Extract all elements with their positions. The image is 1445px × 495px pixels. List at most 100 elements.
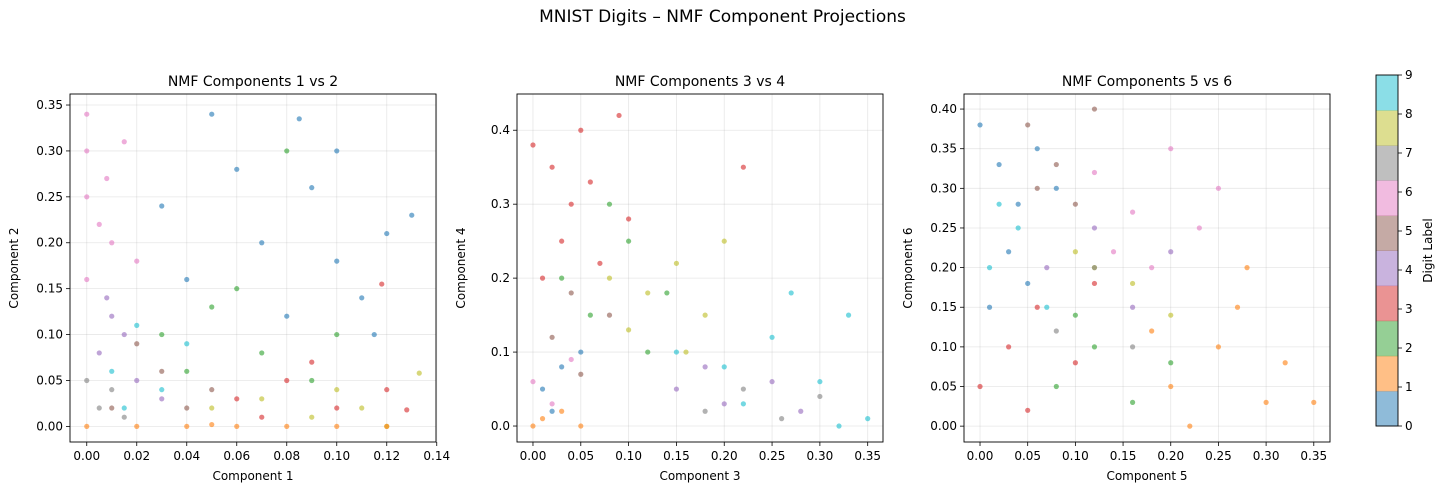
point-digit-9 <box>134 322 140 328</box>
colorbar-tick-label: 4 <box>1405 263 1413 277</box>
y-tick-label: 0.15 <box>930 300 957 314</box>
point-digit-7 <box>84 377 90 384</box>
point-digit-3 <box>1072 360 1078 366</box>
point-digit-1 <box>234 423 240 429</box>
point-digit-6 <box>84 276 90 283</box>
subplot-1: 0.00 0.02 0.04 0.06 0.08 0.10 0.12 0.14 0.00 0.05… <box>7 74 450 483</box>
x-tick-label: 0.20 <box>1157 449 1184 463</box>
colorbar-tick-label: 1 <box>1405 380 1413 394</box>
x-tick-label: 0.30 <box>1253 449 1280 463</box>
point-digit-1 <box>1168 383 1174 390</box>
x-tick-label: 0.35 <box>1300 449 1327 463</box>
y-tick-label: 0.2 <box>491 271 510 285</box>
colorbar-tick-label: 2 <box>1405 341 1413 355</box>
point-digit-2 <box>645 349 651 355</box>
subplot-3: 0.00 0.05 0.10 0.15 0.20 0.25 0.30 0.35 0.00 0.05… <box>901 74 1331 483</box>
point-digit-9 <box>740 401 746 407</box>
point-digit-6 <box>84 111 90 117</box>
point-digit-8 <box>259 396 265 402</box>
point-digit-9 <box>184 341 190 347</box>
point-digit-0 <box>1053 185 1059 191</box>
point-digit-9 <box>1044 304 1050 310</box>
point-digit-4 <box>1130 304 1136 310</box>
point-digit-7 <box>96 405 102 411</box>
point-digit-6 <box>1091 169 1098 176</box>
point-digit-6 <box>84 148 90 154</box>
x-tick-label: 0.25 <box>1205 449 1232 463</box>
y-tick-label: 0.30 <box>930 181 957 195</box>
point-digit-5 <box>568 290 574 296</box>
point-digit-2 <box>309 377 315 384</box>
point-digit-0 <box>409 212 415 218</box>
point-digit-8 <box>1072 249 1078 255</box>
y-tick-label: 0.35 <box>930 142 957 156</box>
y-tick-label: 0.00 <box>36 419 63 433</box>
point-digit-4 <box>702 364 708 370</box>
x-tick-label: 0.15 <box>1110 449 1137 463</box>
point-digit-8 <box>721 238 727 244</box>
point-digit-3 <box>626 216 632 222</box>
point-digit-5 <box>1091 106 1098 112</box>
point-digit-5 <box>1034 185 1040 191</box>
point-digit-2 <box>234 286 240 292</box>
point-digit-8 <box>359 405 365 411</box>
x-tick-label: 0.35 <box>854 449 881 463</box>
point-digit-4 <box>798 408 804 414</box>
colorbar-label: Digit Label <box>1421 218 1435 282</box>
colorbar-tick-label: 9 <box>1405 68 1413 82</box>
point-digit-4 <box>1091 225 1098 231</box>
x-tick-label: 0.25 <box>759 449 786 463</box>
point-digit-5 <box>159 368 165 374</box>
point-digit-3 <box>384 387 390 393</box>
point-digit-4 <box>721 401 727 407</box>
point-digit-6 <box>549 401 555 407</box>
point-digit-4 <box>134 377 140 384</box>
point-digit-6 <box>1149 265 1155 271</box>
point-digit-0 <box>284 313 290 319</box>
point-digit-2 <box>1053 383 1059 390</box>
point-digit-3 <box>259 414 265 420</box>
point-digit-2 <box>1130 399 1136 405</box>
point-digit-3 <box>549 164 555 170</box>
axes-frame <box>516 93 884 443</box>
point-digit-2 <box>1168 360 1174 366</box>
figure-title: MNIST Digits – NMF Component Projections <box>539 7 906 27</box>
point-digit-3 <box>379 281 385 287</box>
point-digit-6 <box>530 379 536 385</box>
point-digit-8 <box>209 405 215 411</box>
point-digit-1 <box>1282 360 1288 366</box>
point-digit-7 <box>702 408 708 414</box>
point-digit-3 <box>404 407 410 413</box>
y-tick-label: 0.00 <box>930 419 957 433</box>
colorbar-swatch-7 <box>1376 145 1398 181</box>
y-tick-label: 0.10 <box>36 328 63 342</box>
x-axis-label: Component 3 <box>659 469 740 483</box>
point-digit-2 <box>626 238 632 244</box>
x-tick-label: 0.00 <box>967 449 994 463</box>
y-tick-label: 0.20 <box>36 236 63 250</box>
point-digit-9 <box>865 416 871 422</box>
point-digit-0 <box>578 349 584 355</box>
point-digit-2 <box>209 304 215 310</box>
point-digit-5 <box>184 405 190 411</box>
point-digit-5 <box>1072 201 1078 207</box>
point-digit-3 <box>309 359 315 365</box>
point-digit-3 <box>568 201 574 207</box>
y-tick-label: 0.3 <box>491 197 510 211</box>
point-digit-0 <box>977 122 983 128</box>
point-digit-2 <box>159 331 165 338</box>
colorbar-swatch-0 <box>1376 390 1398 427</box>
point-digit-7 <box>121 414 127 420</box>
colorbar-swatch-1 <box>1376 355 1398 392</box>
point-digit-3 <box>284 377 290 384</box>
axes-frame <box>69 93 437 443</box>
point-digit-9 <box>109 368 115 374</box>
y-tick-label: 0.25 <box>36 190 63 204</box>
point-digit-5 <box>109 405 115 411</box>
point-digit-2 <box>559 275 565 281</box>
point-digit-8 <box>673 260 680 266</box>
point-digit-0 <box>559 364 565 370</box>
point-digit-0 <box>371 331 377 338</box>
colorbar-swatch-2 <box>1376 320 1398 357</box>
